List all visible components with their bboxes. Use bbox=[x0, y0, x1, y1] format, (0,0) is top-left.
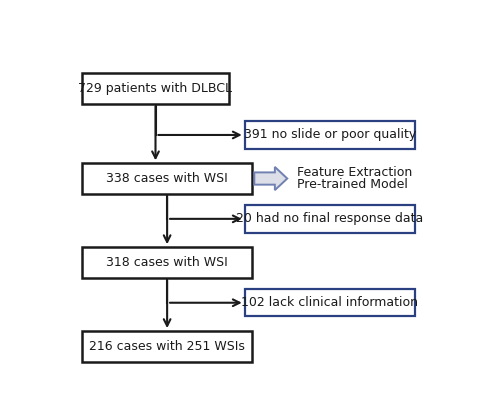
FancyBboxPatch shape bbox=[82, 73, 229, 103]
Text: 216 cases with 251 WSIs: 216 cases with 251 WSIs bbox=[89, 340, 245, 353]
FancyBboxPatch shape bbox=[82, 331, 252, 362]
Text: 338 cases with WSI: 338 cases with WSI bbox=[106, 172, 228, 185]
Text: 20 had no final response data: 20 had no final response data bbox=[236, 212, 424, 225]
Text: Feature Extraction: Feature Extraction bbox=[297, 166, 412, 179]
Text: 318 cases with WSI: 318 cases with WSI bbox=[106, 256, 228, 269]
FancyBboxPatch shape bbox=[244, 289, 415, 316]
Text: Pre-trained Model: Pre-trained Model bbox=[297, 178, 408, 191]
Polygon shape bbox=[254, 167, 287, 190]
FancyBboxPatch shape bbox=[82, 163, 252, 194]
FancyBboxPatch shape bbox=[244, 205, 415, 233]
Text: 102 lack clinical information: 102 lack clinical information bbox=[242, 296, 418, 309]
Text: 391 no slide or poor quality: 391 no slide or poor quality bbox=[244, 129, 416, 142]
FancyBboxPatch shape bbox=[244, 121, 415, 149]
FancyBboxPatch shape bbox=[82, 247, 252, 278]
Text: 729 patients with DLBCL: 729 patients with DLBCL bbox=[78, 82, 233, 95]
